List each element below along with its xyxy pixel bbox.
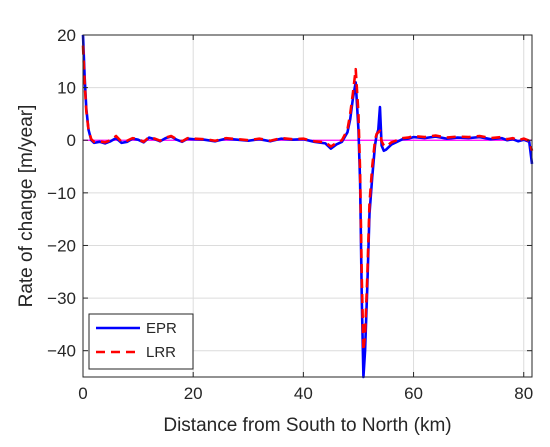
x-tick-label: 80: [514, 384, 533, 403]
series-line-epr: [81, 34, 534, 379]
y-tick-label: −40: [47, 342, 76, 361]
x-tick-label: 0: [78, 384, 87, 403]
series-lines: [81, 34, 534, 379]
legend-label-epr: EPR: [146, 320, 177, 337]
legend-label-lrr: LRR: [146, 344, 176, 361]
x-tick-label: 40: [294, 384, 313, 403]
y-axis-label: Rate of change [m/year]: [16, 105, 37, 308]
series-line-lrr: [81, 45, 534, 352]
y-tick-label: 20: [57, 26, 76, 45]
plot-frame: [82, 34, 533, 378]
y-tick-label: −10: [47, 184, 76, 203]
legend: EPR LRR: [88, 313, 194, 370]
legend-box: [88, 313, 194, 370]
axis-ticks: 0 20 40 60 80 20 10 0 −10 −20 −30 −40: [47, 26, 533, 403]
x-tick-label: 20: [184, 384, 203, 403]
y-tick-label: 10: [57, 79, 76, 98]
x-axis-label: Distance from South to North (km): [163, 415, 451, 436]
y-tick-label: 0: [67, 131, 76, 150]
y-tick-label: −30: [47, 289, 76, 308]
x-tick-label: 60: [404, 384, 423, 403]
y-tick-label: −20: [47, 236, 76, 255]
